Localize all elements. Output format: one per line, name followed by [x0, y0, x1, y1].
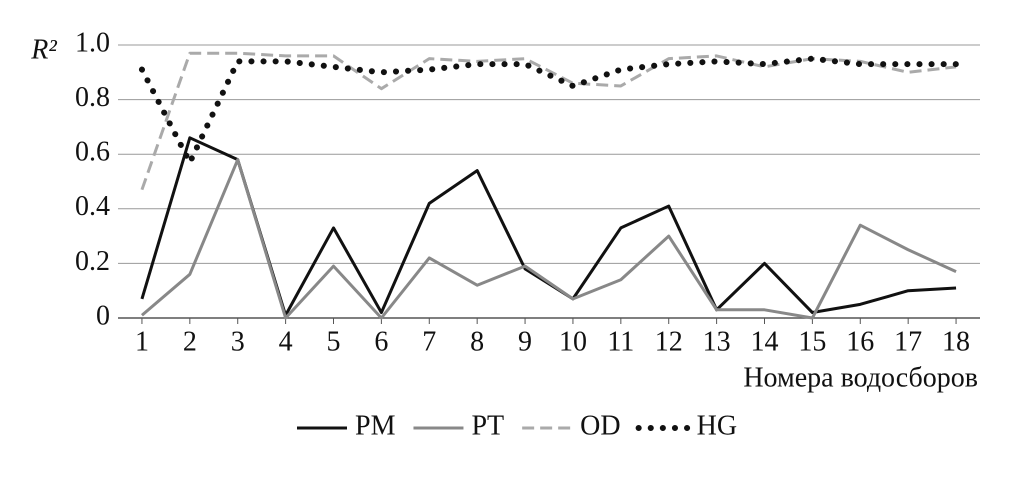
- legend-label: PM: [355, 410, 396, 441]
- y-tick-label: 1.0: [75, 27, 110, 58]
- x-tick-label: 1: [135, 326, 149, 357]
- x-tick-label: 17: [894, 326, 922, 357]
- x-tick-label: 7: [422, 326, 436, 357]
- legend-label: HG: [697, 410, 737, 441]
- x-tick-label: 15: [798, 326, 826, 357]
- x-tick-label: 16: [846, 326, 874, 357]
- x-tick-label: 18: [942, 326, 970, 357]
- legend-label: PT: [471, 410, 504, 441]
- x-tick-label: 3: [231, 326, 245, 357]
- series-line: [138, 55, 960, 166]
- y-axis-label: R²: [30, 34, 57, 65]
- x-tick-label: 9: [518, 326, 532, 357]
- y-tick-label: 0.6: [75, 137, 110, 168]
- legend-label: OD: [580, 410, 620, 441]
- y-tick-label: 0: [96, 300, 110, 331]
- x-tick-label: 11: [607, 326, 634, 357]
- x-tick-label: 5: [327, 326, 341, 357]
- x-tick-label: 14: [751, 326, 779, 357]
- x-axis-label: Номера водосборов: [743, 362, 978, 393]
- x-tick-label: 2: [183, 326, 197, 357]
- x-tick-label: 8: [470, 326, 484, 357]
- x-tick-label: 6: [374, 326, 388, 357]
- y-tick-label: 0.4: [75, 191, 110, 222]
- series-line: [140, 51, 957, 191]
- y-tick-label: 0.2: [75, 246, 110, 277]
- x-tick-label: 10: [559, 326, 587, 357]
- series-line: [140, 158, 957, 320]
- x-tick-label: 12: [655, 326, 683, 357]
- x-tick-label: 13: [703, 326, 731, 357]
- series-line: [140, 136, 957, 317]
- x-tick-label: 4: [279, 326, 293, 357]
- y-tick-label: 0.8: [75, 82, 110, 113]
